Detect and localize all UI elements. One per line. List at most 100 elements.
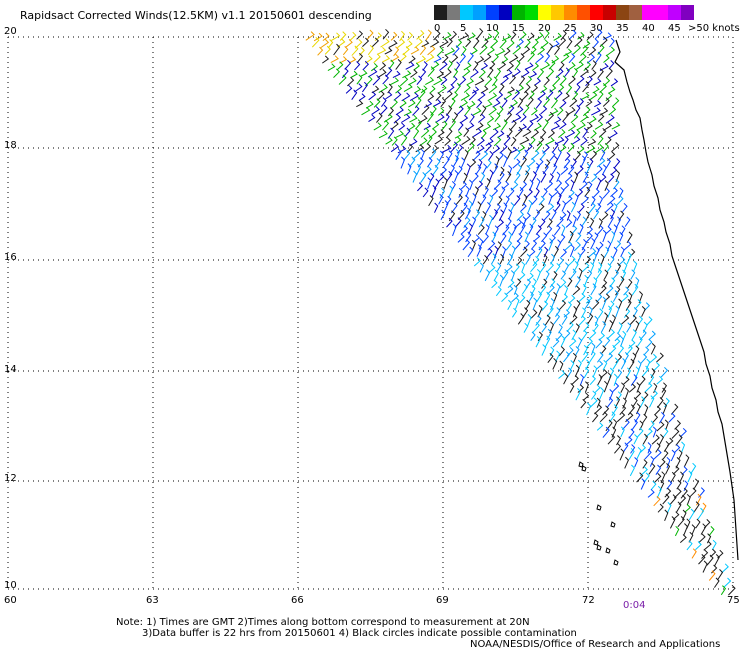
wind-barb (657, 503, 664, 513)
wind-barb (544, 76, 550, 86)
wind-barb (608, 320, 614, 332)
wind-barb (393, 46, 400, 57)
wind-barb (531, 107, 538, 116)
wind-barb (491, 231, 497, 243)
wind-barb (495, 67, 502, 79)
wind-barb (626, 278, 633, 289)
wind-barb (558, 299, 567, 311)
scale-label: 30 (590, 23, 603, 34)
wind-barb (677, 516, 685, 528)
scale-label: 5 (460, 23, 467, 34)
wind-barb (517, 313, 525, 325)
wind-barb (569, 314, 578, 325)
wind-barb (494, 269, 499, 281)
wind-barb (559, 144, 567, 153)
wind-barb (511, 89, 521, 100)
wind-barb (458, 76, 467, 87)
wind-barb (702, 560, 708, 573)
wind-barb (525, 299, 531, 310)
wind-barb (686, 493, 691, 506)
wind-barb (654, 473, 662, 483)
wind-barb (507, 299, 513, 311)
wind-barb (556, 239, 562, 250)
wind-barb (554, 201, 561, 213)
wind-barb (588, 158, 594, 168)
wind-barb (362, 60, 369, 71)
wind-barb (659, 458, 666, 468)
wind-barb (670, 471, 676, 484)
coastline (578, 39, 739, 566)
wind-barb (567, 255, 576, 267)
wind-barb (354, 83, 363, 93)
wind-barb (666, 437, 674, 447)
wind-barb (548, 193, 553, 205)
wind-barb (480, 194, 487, 206)
wind-barb (618, 344, 625, 355)
scale-label: 10 (486, 23, 499, 34)
scale-label: 0 (434, 23, 441, 34)
wind-barb (549, 151, 556, 162)
scale-label: 45 (668, 23, 681, 34)
wind-barb (443, 200, 449, 213)
wind-barb (669, 494, 677, 506)
wind-barb (628, 358, 635, 370)
wind-barb (599, 107, 609, 116)
wind-barb (532, 278, 537, 288)
wind-barb (602, 97, 610, 107)
wind-barb (508, 54, 519, 64)
wind-barb (614, 240, 622, 250)
wind-barb (663, 440, 670, 452)
wind-barb (617, 369, 623, 379)
wind-barb (641, 365, 650, 377)
wind-barb (459, 32, 469, 41)
wind-barb (611, 314, 616, 326)
wind-barb (446, 217, 453, 228)
wind-barb (382, 28, 390, 40)
wind-barb (682, 509, 687, 521)
wind-barb (535, 98, 543, 109)
wind-barb (469, 158, 477, 168)
wind-barb (449, 97, 456, 109)
wind-barb (484, 75, 493, 86)
wind-barb (560, 270, 567, 280)
wind-barb (568, 230, 574, 244)
wind-barb (568, 75, 576, 85)
wind-barb (559, 120, 567, 130)
wind-barb (516, 211, 525, 221)
wind-barb (460, 225, 469, 235)
wind-barb (585, 122, 593, 131)
wind-barb (550, 208, 557, 220)
wind-barb (585, 98, 593, 107)
wind-barb (585, 163, 591, 176)
wind-barb (538, 195, 545, 206)
wind-barb (336, 61, 344, 71)
wind-barb (514, 126, 523, 137)
wind-barb (582, 171, 589, 183)
wind-barb (503, 155, 508, 168)
wind-barb (575, 299, 581, 311)
wind-barb (631, 329, 637, 341)
wind-barb (555, 350, 561, 363)
wind-barb (651, 390, 658, 400)
wind-barb (584, 298, 591, 310)
wind-barb (505, 285, 514, 296)
wind-barb (487, 46, 495, 55)
scale-swatch (655, 5, 668, 20)
wind-barb (679, 471, 685, 483)
wind-barb (615, 305, 620, 318)
wind-barb (535, 141, 543, 153)
wind-barb (445, 47, 456, 56)
wind-barb (631, 397, 638, 408)
wind-barb (407, 163, 412, 175)
wind-barb (662, 427, 669, 439)
wind-barb (592, 38, 599, 49)
wind-barb (539, 150, 546, 161)
wind-barb (579, 180, 588, 191)
wind-barb (498, 83, 505, 93)
wind-barb (691, 524, 696, 535)
wind-barb (510, 31, 517, 40)
wind-barb (613, 178, 620, 190)
wind-barb (620, 225, 626, 236)
wind-barb (454, 82, 461, 93)
